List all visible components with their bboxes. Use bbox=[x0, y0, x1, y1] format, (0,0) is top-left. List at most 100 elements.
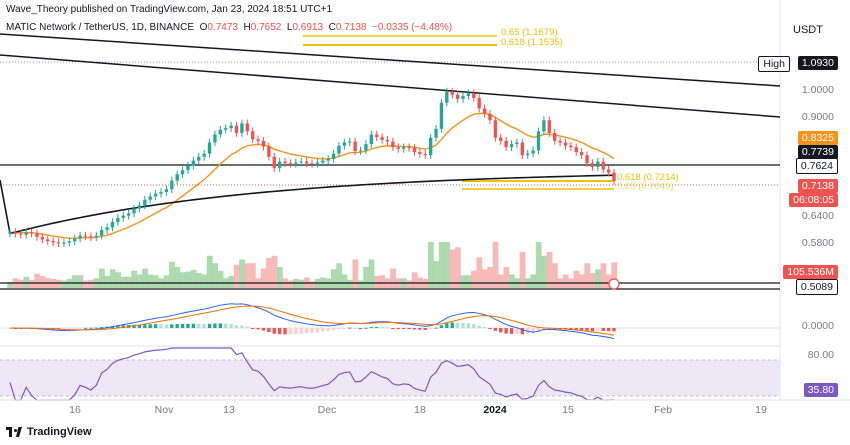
ohlc-legend: MATIC Network / TetherUS, 1D, BINANCE O0… bbox=[6, 22, 452, 33]
macd-histogram-bar bbox=[412, 328, 417, 330]
volume-bar bbox=[212, 263, 219, 288]
volume-bar bbox=[109, 269, 116, 288]
ema50-tag: 0.8325 bbox=[797, 131, 838, 145]
candle bbox=[116, 217, 120, 222]
volume-bar bbox=[541, 255, 547, 288]
candle bbox=[472, 93, 476, 98]
volume-bar bbox=[611, 262, 618, 288]
macd-histogram-bar bbox=[218, 323, 222, 328]
macd-histogram-bar bbox=[213, 323, 217, 328]
volume-bar bbox=[228, 276, 235, 288]
macd-histogram-bar bbox=[504, 328, 508, 334]
currency-label[interactable]: USDT bbox=[793, 24, 823, 36]
time-tick-15: 15 bbox=[562, 404, 574, 416]
macd-histogram-bar bbox=[148, 324, 152, 328]
macd-histogram-bar bbox=[143, 324, 147, 328]
candle bbox=[612, 172, 616, 182]
volume-bar bbox=[492, 242, 499, 288]
volume-bar bbox=[589, 273, 596, 288]
open-value: 0.7473 bbox=[207, 22, 238, 33]
macd-histogram-bar bbox=[272, 328, 276, 334]
candle bbox=[385, 139, 390, 142]
candle bbox=[159, 192, 163, 194]
volume-bar bbox=[503, 267, 510, 288]
candle bbox=[304, 161, 309, 164]
volume-bar bbox=[131, 270, 138, 288]
macd-histogram-bar bbox=[229, 324, 233, 328]
macd-histogram-bar bbox=[175, 323, 179, 328]
change-value: −0.0335 (−4.48%) bbox=[372, 22, 453, 33]
candle bbox=[439, 102, 444, 129]
volume-bar bbox=[460, 275, 467, 288]
volume-bar bbox=[136, 274, 143, 288]
candle bbox=[434, 128, 438, 138]
volume-bar bbox=[201, 274, 208, 288]
volume-bar bbox=[449, 249, 456, 288]
volume-bar bbox=[249, 263, 256, 288]
candle bbox=[234, 125, 239, 133]
volume-bar bbox=[72, 275, 78, 288]
volume-bar bbox=[147, 274, 154, 288]
volume-bar bbox=[174, 267, 181, 288]
volume-bar bbox=[190, 270, 197, 288]
candle bbox=[402, 147, 406, 149]
macd-histogram-bar bbox=[445, 323, 449, 328]
candle bbox=[428, 137, 433, 156]
macd-line bbox=[9, 303, 615, 340]
price-tick-064: 0.6400 bbox=[801, 210, 834, 222]
close-label: C bbox=[328, 22, 336, 33]
macd-histogram-bar bbox=[488, 328, 492, 329]
macd-histogram-bar bbox=[256, 328, 260, 330]
volume-bar bbox=[260, 268, 267, 288]
macd-histogram-bar bbox=[304, 328, 309, 334]
candle bbox=[153, 193, 158, 197]
high-tag-label: High bbox=[758, 56, 790, 72]
candle bbox=[542, 120, 546, 132]
tradingview-brand[interactable]: TradingView bbox=[6, 426, 92, 438]
volume-bar bbox=[276, 267, 283, 288]
macd-zero-tick: 0.0000 bbox=[801, 320, 834, 332]
macd-histogram-bar bbox=[385, 327, 390, 329]
macd-histogram-bar bbox=[164, 324, 169, 328]
time-tick-feb: Feb bbox=[653, 404, 673, 416]
macd-histogram-bar bbox=[407, 328, 411, 330]
candle bbox=[520, 142, 524, 156]
volume-bar bbox=[508, 274, 515, 288]
macd-histogram-bar bbox=[202, 324, 206, 328]
volume-bar bbox=[438, 242, 445, 288]
candle bbox=[337, 145, 341, 154]
support-tag: 0.7624 bbox=[795, 158, 838, 174]
macd-histogram-bar bbox=[224, 323, 228, 328]
macd-histogram-bar bbox=[380, 327, 384, 329]
time-tick-dec: Dec bbox=[317, 404, 337, 416]
trendline-upper bbox=[0, 33, 781, 87]
high-label: H bbox=[243, 22, 251, 33]
macd-histogram-bar bbox=[73, 328, 77, 329]
volume-bar bbox=[309, 281, 316, 288]
candle bbox=[585, 155, 589, 164]
volume-bar bbox=[454, 247, 461, 288]
macd-signal-line bbox=[9, 305, 615, 336]
macd-histogram-bar bbox=[434, 327, 438, 329]
volume-bar bbox=[352, 259, 359, 288]
volume-bar bbox=[595, 269, 601, 288]
volume-bar bbox=[271, 255, 278, 288]
volume-bar bbox=[120, 276, 127, 288]
candle bbox=[310, 163, 314, 165]
candle bbox=[348, 141, 352, 143]
macd-histogram-bar bbox=[515, 328, 519, 334]
volume-bar bbox=[584, 263, 591, 288]
volume-bar bbox=[330, 269, 337, 288]
volume-bar bbox=[433, 261, 440, 288]
candle bbox=[342, 142, 347, 146]
candle bbox=[100, 229, 104, 236]
volume-bar bbox=[368, 259, 375, 288]
symbol-title[interactable]: MATIC Network / TetherUS, 1D, BINANCE bbox=[6, 22, 195, 33]
candle bbox=[256, 139, 260, 141]
support2-tag: 0.5089 bbox=[795, 279, 838, 295]
volume-bar bbox=[519, 252, 526, 288]
volume-bar bbox=[546, 252, 553, 288]
candle bbox=[78, 235, 82, 239]
candle bbox=[240, 123, 244, 133]
